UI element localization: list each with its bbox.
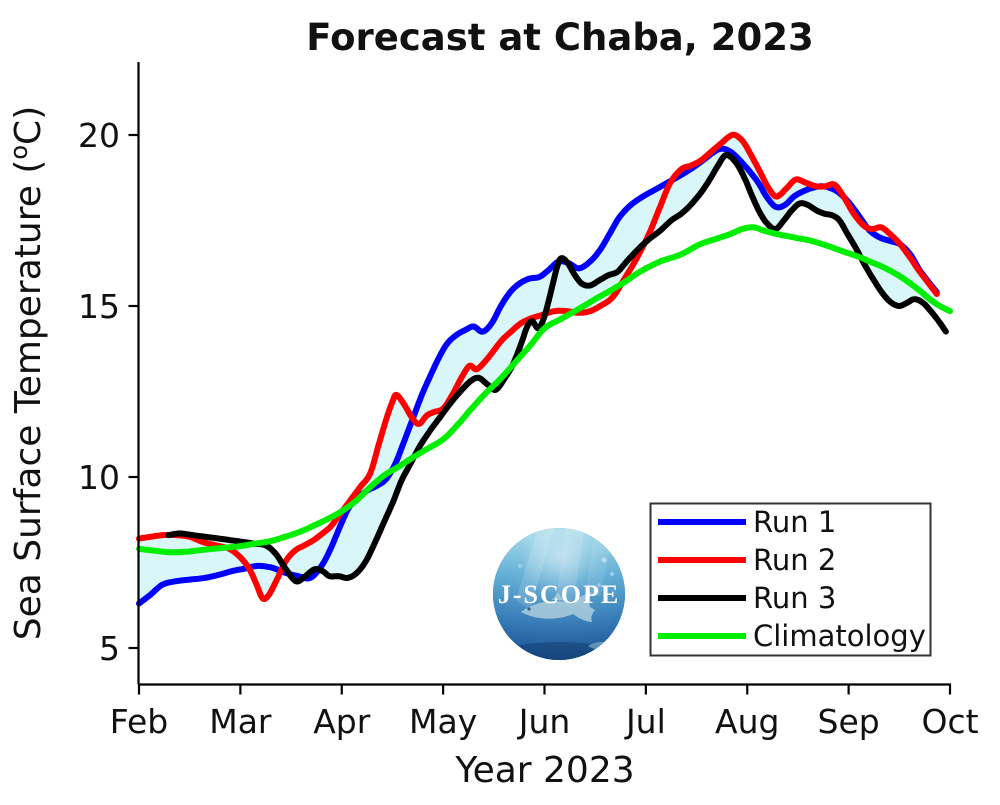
run-2-line	[136, 131, 940, 602]
y-tick-label: 5	[99, 629, 120, 668]
x-axis-label: Year 2023	[454, 750, 634, 791]
x-tick-label-jul: Jul	[624, 702, 666, 741]
x-tick-label-jun: Jun	[517, 702, 571, 741]
x-tick-label-sep: Sep	[818, 702, 880, 741]
fish-icon	[521, 592, 595, 622]
y-tick-label: 20	[78, 116, 120, 155]
legend-label-run3: Run 3	[753, 581, 836, 615]
y-axis-label: Sea Surface Temperature (oC)	[5, 106, 49, 641]
chart-title: Forecast at Chaba, 2023	[306, 16, 813, 59]
legend-label-run1: Run 1	[753, 505, 836, 539]
x-tick-label-oct: Oct	[921, 702, 978, 741]
x-tick-label-aug: Aug	[715, 702, 779, 741]
bubble	[518, 564, 522, 568]
climatology-line	[136, 224, 953, 556]
x-tick-label-feb: Feb	[110, 702, 168, 741]
bubble	[610, 572, 614, 576]
legend-box	[649, 502, 932, 657]
x-tick-label-mar: Mar	[209, 702, 272, 741]
x-tick-label-may: May	[409, 702, 477, 741]
x-axis-ticks: Feb Mar Apr May Jun Jul Aug Sep Oct	[110, 684, 979, 741]
x-tick-label-apr: Apr	[313, 702, 371, 741]
sea-floor-shadow	[493, 642, 625, 660]
y-axis-ticks: 5 10 15 20	[78, 116, 139, 668]
logo-text: J-SCOPE	[498, 580, 620, 609]
y-tick-label: 10	[78, 458, 120, 497]
run-envelope-band	[139, 134, 936, 604]
bubble	[597, 583, 601, 587]
plot-area	[136, 131, 953, 607]
run-3-line	[165, 151, 949, 585]
bubble	[601, 557, 607, 563]
jscope-logo: J-SCOPE	[493, 528, 625, 660]
legend-label-climatology: Climatology	[753, 619, 926, 653]
degree-superscript: o	[5, 145, 33, 160]
legend: Run 1 Run 2 Run 3 Climatology	[649, 502, 932, 657]
legend-label-run2: Run 2	[753, 543, 836, 577]
y-tick-label: 15	[78, 287, 120, 326]
